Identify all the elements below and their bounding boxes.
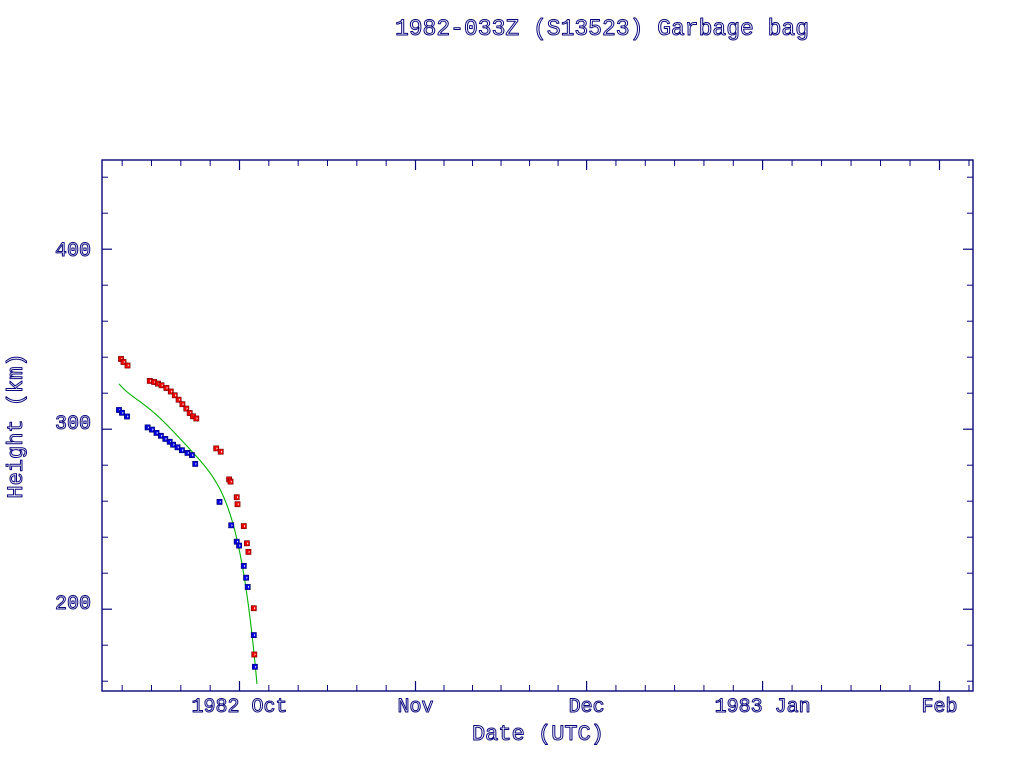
svg-text:Height (km): Height (km) <box>4 353 29 498</box>
svg-text:Nov: Nov <box>397 696 433 719</box>
svg-text:400: 400 <box>55 240 91 263</box>
svg-text:1982 Oct: 1982 Oct <box>191 696 287 719</box>
svg-text:Dec: Dec <box>569 696 605 719</box>
svg-text:1983 Jan: 1983 Jan <box>715 696 811 719</box>
svg-text:200: 200 <box>55 593 91 616</box>
svg-text:300: 300 <box>55 413 91 436</box>
svg-text:Date (UTC): Date (UTC) <box>472 722 604 747</box>
svg-text:1982-033Z (S13523) Garbage bag: 1982-033Z (S13523) Garbage bag <box>395 16 809 42</box>
svg-text:Feb: Feb <box>921 696 957 719</box>
